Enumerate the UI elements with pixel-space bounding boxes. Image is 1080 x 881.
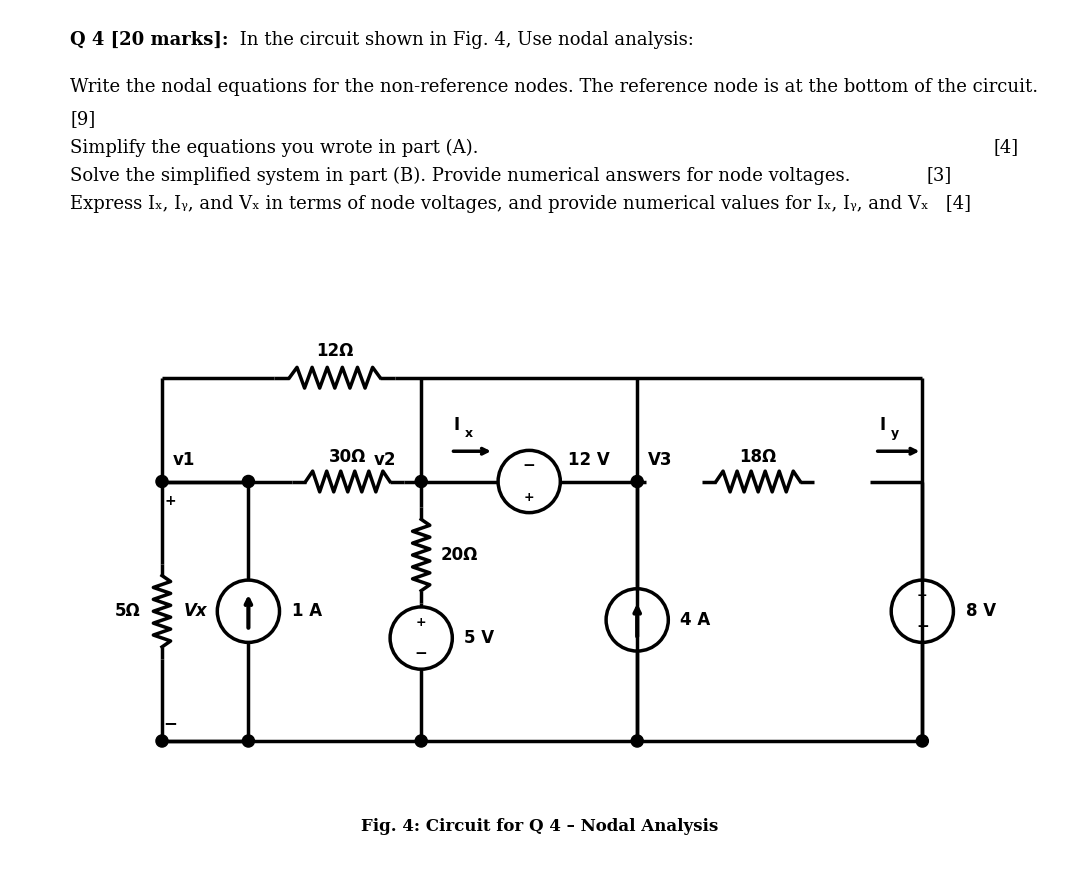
Text: 5 V: 5 V	[464, 629, 495, 647]
Text: −: −	[916, 619, 929, 634]
Text: 12Ω: 12Ω	[316, 343, 353, 360]
Text: [4]: [4]	[994, 138, 1018, 156]
Text: 30Ω: 30Ω	[329, 448, 366, 466]
Circle shape	[415, 476, 428, 487]
Text: +: +	[165, 494, 176, 508]
Text: +: +	[917, 589, 928, 603]
Text: 8 V: 8 V	[966, 603, 996, 620]
Text: Vx: Vx	[184, 603, 207, 620]
Text: [3]: [3]	[927, 167, 951, 184]
Text: x: x	[464, 427, 473, 440]
Text: Write the nodal equations for the non-reference nodes. The reference node is at : Write the nodal equations for the non-re…	[70, 78, 1038, 95]
Circle shape	[415, 735, 428, 747]
Text: Express Iₓ, Iᵧ, and Vₓ in terms of node voltages, and provide numerical values f: Express Iₓ, Iᵧ, and Vₓ in terms of node …	[70, 195, 971, 212]
Circle shape	[156, 735, 168, 747]
Text: Simplify the equations you wrote in part (A).: Simplify the equations you wrote in part…	[70, 138, 478, 157]
Text: Fig. 4: Circuit for Q 4 – Nodal Analysis: Fig. 4: Circuit for Q 4 – Nodal Analysis	[362, 818, 718, 834]
Text: −: −	[415, 646, 428, 661]
Text: +: +	[416, 616, 427, 629]
Text: −: −	[523, 458, 536, 473]
Text: 20Ω: 20Ω	[441, 546, 477, 564]
Text: 18Ω: 18Ω	[740, 448, 777, 466]
Text: I: I	[454, 416, 459, 434]
Text: y: y	[891, 427, 900, 440]
Text: [9]: [9]	[70, 110, 95, 128]
Text: 12 V: 12 V	[568, 451, 610, 469]
Circle shape	[916, 735, 929, 747]
Circle shape	[156, 476, 168, 487]
Text: V3: V3	[648, 450, 672, 469]
Text: +: +	[524, 491, 535, 504]
Text: Solve the simplified system in part (B). Provide numerical answers for node volt: Solve the simplified system in part (B).…	[70, 167, 851, 185]
Circle shape	[242, 476, 255, 487]
Text: 1 A: 1 A	[292, 603, 322, 620]
Circle shape	[242, 735, 255, 747]
Circle shape	[631, 735, 644, 747]
Text: −: −	[164, 714, 177, 732]
Circle shape	[631, 476, 644, 487]
Text: 5Ω: 5Ω	[114, 603, 140, 620]
Text: Q 4 [20 marks]:: Q 4 [20 marks]:	[70, 31, 229, 48]
Text: I: I	[879, 416, 886, 434]
Text: 4 A: 4 A	[680, 611, 711, 629]
Text: In the circuit shown in Fig. 4, Use nodal analysis:: In the circuit shown in Fig. 4, Use noda…	[234, 31, 694, 48]
Text: v1: v1	[173, 450, 194, 469]
Text: v2: v2	[374, 450, 396, 469]
